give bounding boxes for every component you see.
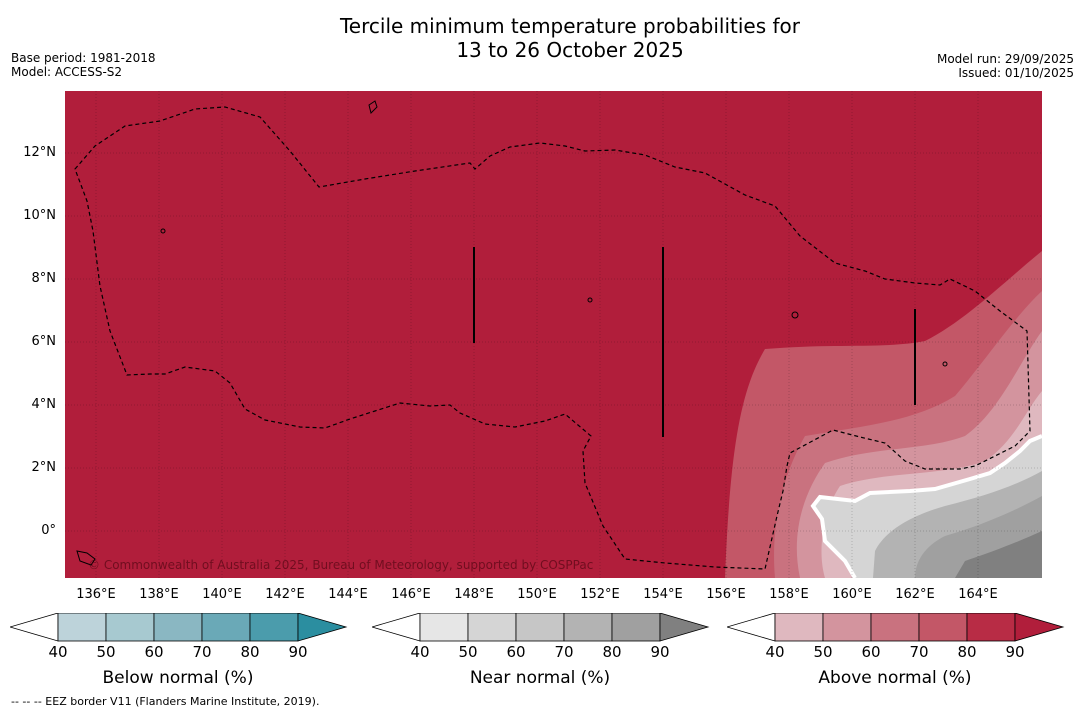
- lon-label-144e: 144°E: [328, 587, 368, 602]
- cbar-above-tick: 80: [957, 643, 977, 661]
- lon-label-158e: 158°E: [769, 587, 809, 602]
- lon-label-164e: 164°E: [958, 587, 998, 602]
- cbar-near-arrow-right: [659, 613, 710, 642]
- lon-label-138e: 138°E: [139, 587, 179, 602]
- eez-border: [74, 106, 1031, 570]
- cbar-below-tick: 90: [288, 643, 308, 661]
- lon-label-142e: 142°E: [265, 587, 305, 602]
- cbar-below-tick: 40: [48, 643, 68, 661]
- cbar-above-arrow-left: [727, 613, 776, 642]
- cbar-below-bin-50-60: [105, 613, 155, 642]
- lat-label-10n: 10°N: [23, 208, 56, 223]
- cbar-near-bin-50-60: [467, 613, 517, 642]
- cbar-below-bin-80-90: [249, 613, 299, 642]
- map-title-line2: 13 to 26 October 2025: [456, 38, 684, 62]
- map-svg: [65, 91, 1042, 578]
- lon-label-160e: 160°E: [832, 587, 872, 602]
- cbar-above-bin-40-50: [774, 613, 824, 642]
- islands: [76, 100, 948, 566]
- lat-label-0: 0°: [41, 523, 56, 538]
- eez-footnote: -- -- -- EEZ border V11 (Flanders Marine…: [11, 695, 320, 708]
- cbar-near-bin-80-90: [611, 613, 661, 642]
- model-name: Model: ACCESS-S2: [11, 65, 123, 79]
- lat-label-4n: 4°N: [31, 397, 57, 412]
- cbar-above-bin-50-60: [822, 613, 872, 642]
- issued-date: Issued: 01/10/2025: [958, 66, 1074, 80]
- cbar-near-bin-70-80: [563, 613, 613, 642]
- copyright-notice: © Commonwealth of Australia 2025, Bureau…: [88, 558, 594, 572]
- cbar-below-label: Below normal (%): [102, 668, 254, 688]
- map-title-line1: Tercile minimum temperature probabilitie…: [339, 14, 801, 38]
- graticule: [65, 91, 1042, 578]
- lon-label-154e: 154°E: [643, 587, 683, 602]
- colorbar-above: [727, 613, 1065, 642]
- colorbar-near: [372, 613, 710, 642]
- cbar-below-arrow-left: [10, 613, 59, 642]
- cbar-above-arrow-right: [1014, 613, 1065, 642]
- cbar-near-tick: 50: [458, 643, 478, 661]
- map-title: Tercile minimum temperature probabilitie…: [0, 14, 1085, 62]
- cbar-above-bin-60-70: [870, 613, 920, 642]
- cbar-above-tick: 50: [813, 643, 833, 661]
- cbar-above-tick: 90: [1005, 643, 1025, 661]
- lon-label-150e: 150°E: [517, 587, 557, 602]
- cbar-below-tick: 50: [96, 643, 116, 661]
- cbar-near-arrow-left: [372, 613, 421, 642]
- cbar-near-tick: 60: [506, 643, 526, 661]
- cbar-near-tick: 70: [554, 643, 574, 661]
- colorbar-below: [10, 613, 348, 642]
- cbar-below-arrow-right: [297, 613, 348, 642]
- cbar-near-label: Near normal (%): [469, 668, 611, 688]
- meta-left: Base period: 1981-2018 Model: ACCESS-S2: [11, 51, 156, 79]
- cbar-near-bin-40-50: [419, 613, 469, 642]
- lat-label-2n: 2°N: [31, 460, 57, 475]
- cbar-above-bin-70-80: [918, 613, 968, 642]
- cbar-below-bin-60-70: [153, 613, 203, 642]
- near-80-90-region: [955, 531, 1042, 578]
- cbar-below-tick: 80: [240, 643, 260, 661]
- cbar-near-bin-60-70: [515, 613, 565, 642]
- cbar-below-tick: 70: [192, 643, 212, 661]
- lat-label-12n: 12°N: [23, 145, 56, 160]
- cbar-near-tick: 80: [602, 643, 622, 661]
- cbar-above-label: Above normal (%): [818, 668, 972, 688]
- base-period: Base period: 1981-2018: [11, 51, 156, 65]
- cbar-above-bin-80-90: [966, 613, 1016, 642]
- meta-right: Model run: 29/09/2025 Issued: 01/10/2025: [937, 52, 1074, 80]
- cbar-below-bin-70-80: [201, 613, 251, 642]
- lon-label-140e: 140°E: [202, 587, 242, 602]
- cbar-above-tick: 40: [765, 643, 785, 661]
- lat-label-8n: 8°N: [31, 271, 57, 286]
- lon-label-146e: 146°E: [391, 587, 431, 602]
- cbar-above-tick: 60: [861, 643, 881, 661]
- probability-map[interactable]: © Commonwealth of Australia 2025, Bureau…: [65, 91, 1042, 578]
- lon-label-148e: 148°E: [454, 587, 494, 602]
- lon-label-152e: 152°E: [580, 587, 620, 602]
- model-run: Model run: 29/09/2025: [936, 52, 1074, 66]
- lon-label-162e: 162°E: [895, 587, 935, 602]
- lon-label-136e: 136°E: [76, 587, 116, 602]
- lat-label-6n: 6°N: [31, 334, 57, 349]
- cbar-above-tick: 70: [909, 643, 929, 661]
- cbar-near-tick: 90: [650, 643, 670, 661]
- cbar-below-bin-40-50: [57, 613, 107, 642]
- lon-label-156e: 156°E: [706, 587, 746, 602]
- cbar-below-tick: 60: [144, 643, 164, 661]
- category-boundary: [810, 434, 1042, 578]
- cbar-near-tick: 40: [410, 643, 430, 661]
